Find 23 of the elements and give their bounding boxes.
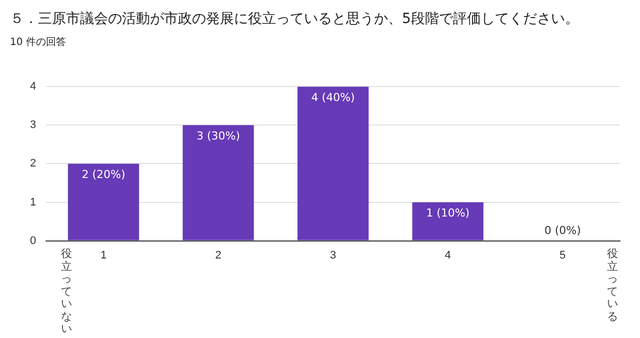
x-tick-label: 1: [100, 249, 107, 262]
x-tick-label: 2: [215, 249, 222, 262]
data-label: 1 (10%): [426, 206, 470, 220]
y-tick-label: 3: [30, 119, 36, 132]
x-tick-label: 4: [444, 249, 451, 262]
chart-subtitle: 10 件の回答: [10, 36, 66, 49]
y-tick-label: 4: [30, 80, 36, 93]
data-label: 2 (20%): [82, 168, 126, 182]
x-tick-label: 3: [330, 249, 336, 262]
bar: [297, 86, 369, 240]
text: 役立っていない: [60, 247, 73, 336]
data-label: 4 (40%): [311, 90, 355, 104]
y-tick-label: 0: [30, 234, 36, 247]
data-label: 0 (0%): [544, 224, 581, 238]
y-tick-label: 1: [30, 196, 36, 208]
bar: [182, 125, 254, 240]
text: 役立っている: [606, 247, 619, 323]
chart-title: ５．三原市議会の活動が市政の発展に役立っていると思うか、5段階で評価してください。: [10, 10, 579, 28]
x-tick-label: 5: [560, 249, 566, 262]
y-tick-label: 2: [30, 158, 36, 170]
bar: [68, 164, 140, 240]
bar: [412, 202, 484, 240]
data-label: 3 (30%): [196, 130, 240, 143]
